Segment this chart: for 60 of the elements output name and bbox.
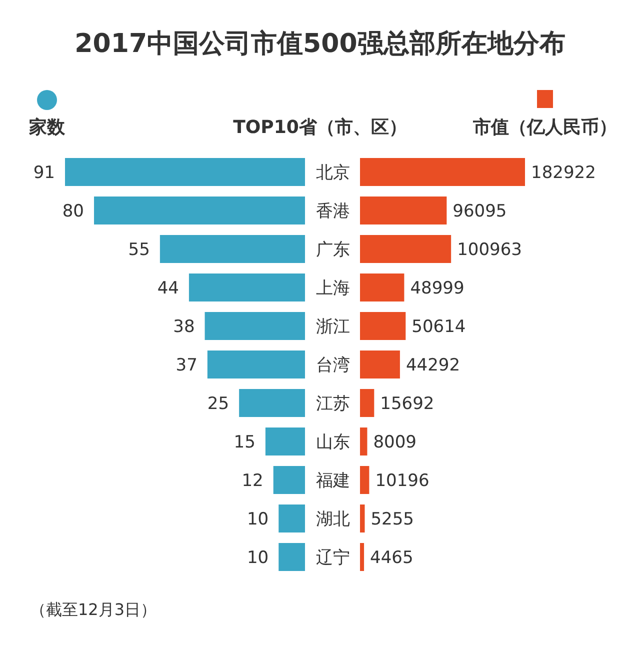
data-label: 5255 [370,510,414,530]
bar [188,274,305,302]
data-label: 50614 [412,317,466,337]
y-tick-label: 北京 [316,163,350,183]
data-label: 91 [33,163,55,183]
y-axis-title: TOP10省（市、区） [233,117,407,138]
y-tick-label: 香港 [316,202,350,222]
y-tick-label: 浙江 [316,317,350,337]
data-label: 10196 [375,471,430,491]
y-tick-label: 湖北 [316,510,350,530]
data-label: 15692 [380,394,434,414]
legend-label: 家数 [28,117,66,138]
bar [65,158,305,186]
data-label: 15 [234,432,256,452]
bar [265,428,305,456]
bar [360,389,374,417]
bar [239,389,305,417]
legend-label: 市值（亿人民币） [472,117,617,138]
y-tick-label: 福建 [316,471,350,491]
data-label: 55 [128,240,150,260]
data-label: 4465 [370,548,414,568]
bar [360,504,365,532]
y-tick-label: 辽宁 [316,548,350,568]
bar [207,350,305,378]
bar [204,312,305,340]
data-label: 100963 [457,240,522,260]
bar [278,543,305,571]
bar [360,274,404,302]
data-label: 182922 [531,163,596,183]
data-label: 48999 [410,278,464,298]
chart-title: 2017中国公司市值500强总部所在地分布 [74,29,566,59]
bar [360,466,370,494]
data-label: 96095 [452,202,507,222]
data-label: 80 [62,202,84,222]
data-label: 10 [246,510,269,530]
data-label: 44 [157,278,179,298]
y-tick-label: 山东 [316,432,350,452]
data-label: 38 [173,317,195,337]
bar [360,196,447,224]
data-label: 12 [242,471,264,491]
data-label: 8009 [373,432,416,452]
bar [360,312,406,340]
data-label: 44292 [406,356,460,376]
y-tick-label: 江苏 [316,394,350,414]
bar [360,235,452,263]
bar [278,504,305,532]
data-label: 25 [207,394,230,414]
text: （截至12月3日） [30,600,157,619]
bar [273,466,305,494]
bar [360,158,525,186]
bar [94,196,305,224]
y-tick-label: 台湾 [316,356,350,376]
y-tick-label: 广东 [316,240,350,260]
data-label: 37 [176,356,198,376]
y-tick-label: 上海 [316,278,350,298]
bar [360,543,364,571]
bar [360,350,400,378]
data-label: 10 [246,548,269,568]
bar [360,428,368,456]
bar [160,235,305,263]
